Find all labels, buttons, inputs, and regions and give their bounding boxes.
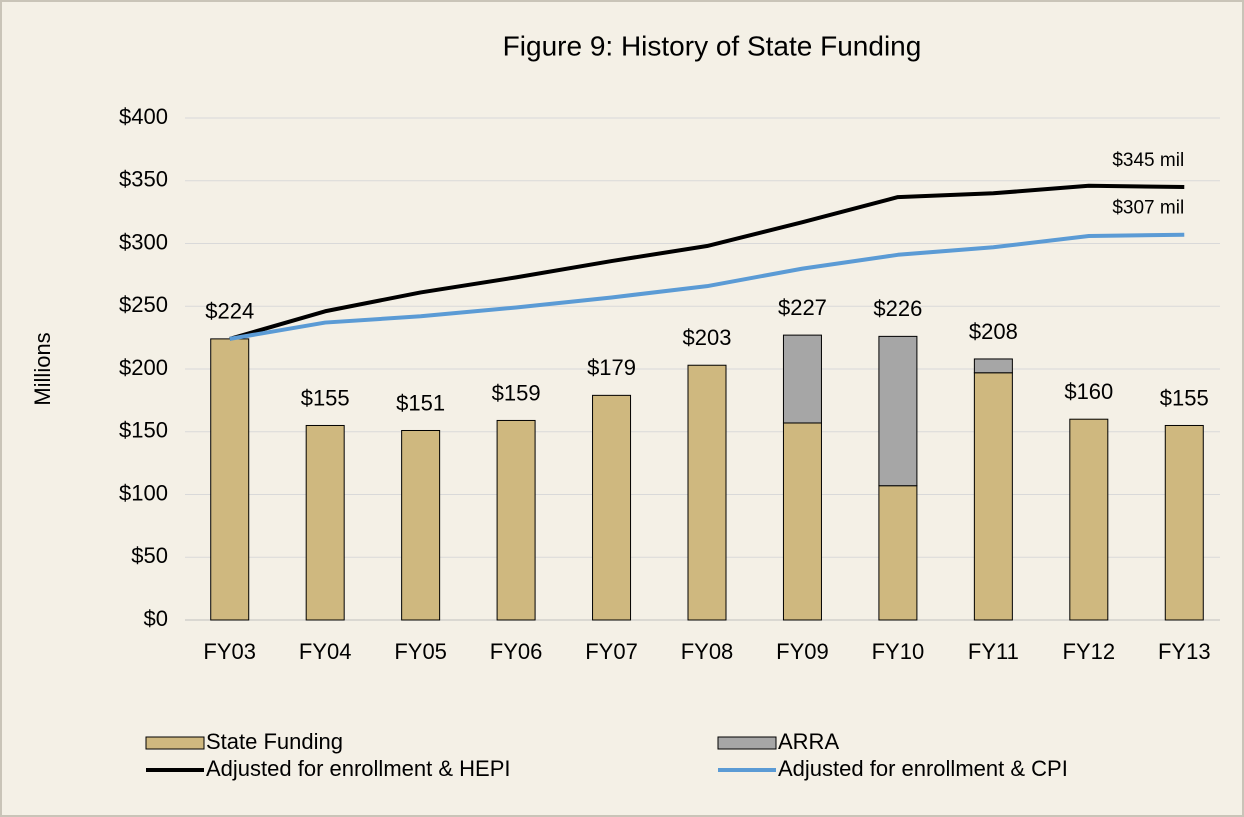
legend-swatch <box>717 736 777 750</box>
legend-swatch <box>145 736 205 750</box>
bar <box>305 424 345 621</box>
total-label: $155 <box>301 385 350 410</box>
total-label: $224 <box>205 299 254 324</box>
total-label: $226 <box>873 296 922 321</box>
x-tick-label: FY06 <box>490 639 543 664</box>
y-tick-label: $150 <box>119 418 168 443</box>
bar <box>782 422 822 621</box>
total-label: $179 <box>587 355 636 380</box>
x-tick-label: FY13 <box>1158 639 1211 664</box>
y-tick-label: $300 <box>119 229 168 254</box>
total-label: $160 <box>1064 379 1113 404</box>
total-label: $227 <box>778 295 827 320</box>
x-tick-label: FY08 <box>681 639 734 664</box>
y-tick-label: $0 <box>144 606 168 631</box>
chart-title: Figure 9: History of State Funding <box>503 30 922 61</box>
bar <box>782 334 822 424</box>
bar <box>592 394 632 621</box>
total-label: $151 <box>396 390 445 415</box>
bar <box>496 419 536 621</box>
x-tick-label: FY10 <box>872 639 925 664</box>
bar <box>210 338 250 621</box>
bar <box>1164 424 1204 621</box>
x-tick-label: FY05 <box>394 639 447 664</box>
bar <box>878 335 918 487</box>
bar <box>973 372 1013 621</box>
y-axis-label: Millions <box>30 332 55 405</box>
total-label: $208 <box>969 319 1018 344</box>
y-tick-label: $400 <box>119 104 168 129</box>
bar <box>973 358 1013 374</box>
total-label: $155 <box>1160 385 1209 410</box>
total-label: $203 <box>683 325 732 350</box>
x-tick-label: FY03 <box>203 639 256 664</box>
line-end-label: $345 mil <box>1112 150 1184 171</box>
y-tick-label: $200 <box>119 355 168 380</box>
y-tick-label: $50 <box>131 543 168 568</box>
bar <box>1069 418 1109 621</box>
legend-label: ARRA <box>778 729 839 754</box>
legend-label: Adjusted for enrollment & HEPI <box>206 756 510 781</box>
x-tick-label: FY07 <box>585 639 638 664</box>
bar <box>687 364 727 621</box>
y-tick-label: $250 <box>119 292 168 317</box>
legend-label: Adjusted for enrollment & CPI <box>778 756 1068 781</box>
line <box>229 183 1185 341</box>
bar <box>878 485 918 621</box>
y-tick-label: $100 <box>119 480 168 505</box>
x-tick-label: FY12 <box>1063 639 1116 664</box>
total-label: $159 <box>492 380 541 405</box>
x-tick-label: FY04 <box>299 639 352 664</box>
bar <box>401 429 441 621</box>
y-tick-label: $350 <box>119 167 168 192</box>
legend-label: State Funding <box>206 729 343 754</box>
line <box>229 232 1185 341</box>
x-tick-label: FY09 <box>776 639 829 664</box>
line-end-label: $307 mil <box>1112 198 1184 219</box>
x-tick-label: FY11 <box>968 639 1019 664</box>
